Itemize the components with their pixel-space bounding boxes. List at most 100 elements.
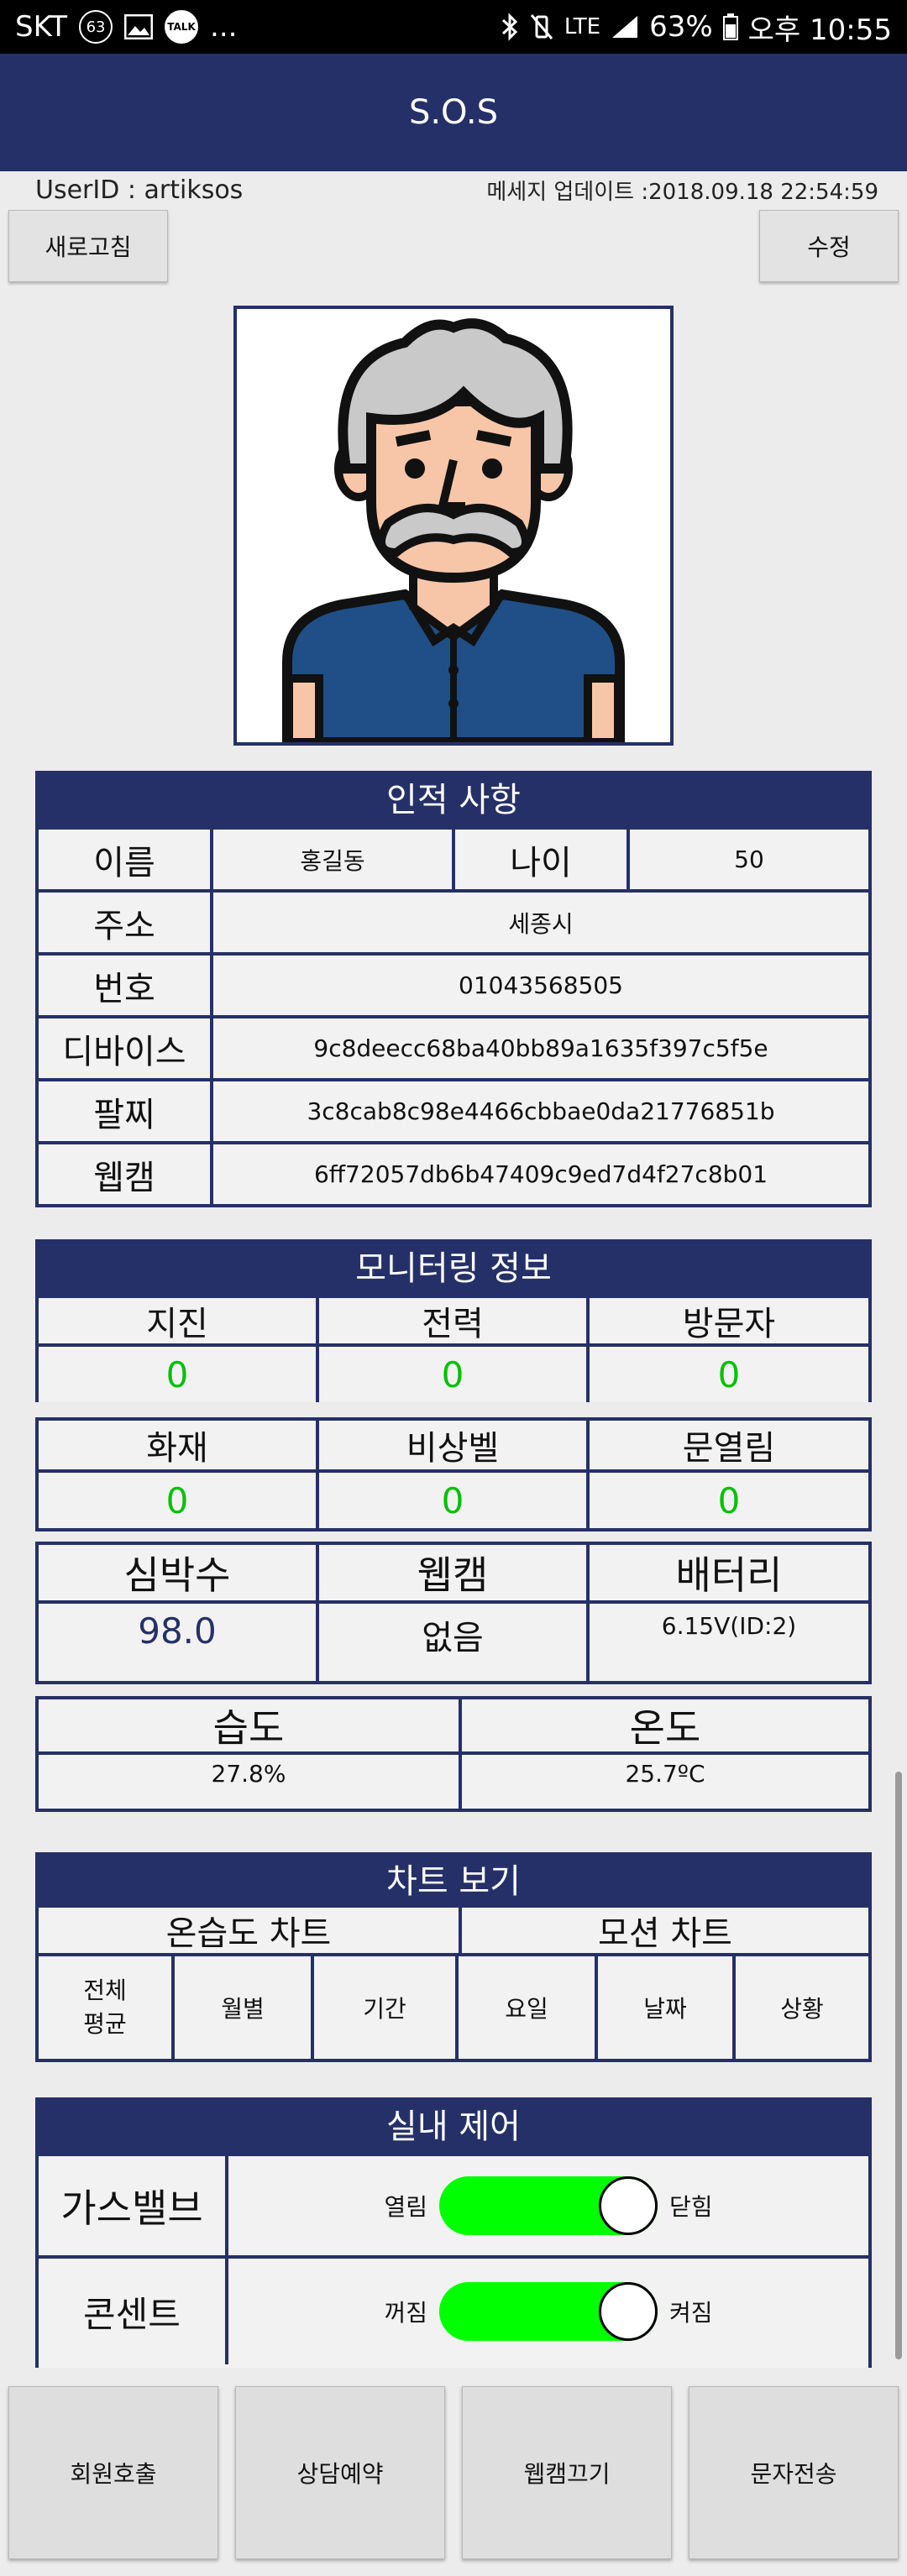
kakaotalk-icon: TALK: [165, 10, 199, 44]
date-button[interactable]: 날짜: [595, 1956, 732, 2059]
toggle-knob: [599, 2176, 658, 2235]
age-label: 나이: [452, 830, 627, 889]
monitoring-table-4: 습도 온도 27.8% 25.7ºC: [35, 1696, 872, 1812]
message-update-time: 메세지 업데이트 :2018.09.18 22:54:59: [486, 179, 878, 205]
outlet-toggle[interactable]: [439, 2282, 658, 2341]
status-left: SKT 63 TALK ...: [15, 10, 237, 44]
outlet-control: 꺼짐 켜짐: [225, 2259, 868, 2364]
row-monitor-labels-3: 심박수 웹캠 배터리: [39, 1545, 868, 1600]
visitor-value: 0: [586, 1347, 868, 1402]
phone-value: 01043568505: [210, 956, 868, 1015]
battery-percent: 63%: [649, 10, 713, 44]
power-value: 0: [316, 1347, 586, 1402]
row-gas-valve: 가스밸브 열림 닫힘: [39, 2153, 868, 2255]
heart-label: 심박수: [39, 1545, 316, 1600]
gas-open-label: 열림: [384, 2193, 427, 2221]
battery-icon: [722, 13, 738, 40]
row-chart-types: 온습도 차트 모션 차트: [39, 1908, 868, 1953]
band-value: 3c8cab8c98e4466cbbae0da21776851b: [210, 1081, 868, 1141]
app-bar: S.O.S: [0, 54, 907, 171]
weekday-button[interactable]: 요일: [455, 1956, 595, 2059]
user-id-label: UserID : artiksos: [35, 175, 244, 205]
bell-value: 0: [316, 1473, 586, 1528]
row-webcam: 웹캠 6ff72057db6b47409c9ed7d4f27c8b01: [39, 1141, 868, 1204]
gas-valve-label: 가스밸브: [39, 2156, 225, 2255]
temp-label: 온도: [459, 1699, 868, 1751]
personal-info-table: 인적 사항 이름 홍길동 나이 50 주소 세종시 번호 01043568505…: [35, 771, 872, 1207]
gas-valve-control: 열림 닫힘: [225, 2156, 868, 2255]
row-outlet: 콘센트 꺼짐 켜짐: [39, 2255, 868, 2364]
phone-label: 번호: [39, 956, 210, 1015]
monitoring-table-3: 심박수 웹캠 배터리 98.0 없음 6.15V(ID:2): [35, 1542, 872, 1684]
door-label: 문열림: [586, 1421, 868, 1469]
power-label: 전력: [316, 1298, 586, 1343]
indoor-control-title: 실내 제어: [39, 2101, 868, 2153]
bluetooth-icon: [501, 13, 518, 41]
row-monitor-values-1: 0 0 0: [39, 1343, 868, 1402]
gas-close-label: 닫힘: [669, 2193, 713, 2221]
monthly-button[interactable]: 월별: [171, 1956, 311, 2059]
row-band: 팔찌 3c8cab8c98e4466cbbae0da21776851b: [39, 1078, 868, 1141]
cam-label: 웹캠: [316, 1545, 586, 1600]
quake-value: 0: [39, 1347, 316, 1402]
row-phone: 번호 01043568505: [39, 952, 868, 1015]
temp-value: 25.7ºC: [459, 1755, 868, 1809]
lte-label: LTE: [564, 14, 601, 39]
member-call-button[interactable]: 회원호출: [8, 2386, 218, 2559]
status-bar: SKT 63 TALK ... LTE 63% 오후 10:55: [0, 0, 907, 54]
name-value: 홍길동: [210, 830, 452, 889]
visitor-label: 방문자: [586, 1298, 868, 1343]
toggle-knob: [599, 2282, 658, 2341]
monitoring-table-2: 화재 비상벨 문열림 0 0 0: [35, 1417, 872, 1531]
temp-humidity-chart-label: 온습도 차트: [39, 1908, 459, 1953]
row-monitor-values-2: 0 0 0: [39, 1469, 868, 1528]
clock: 오후 10:55: [747, 13, 892, 47]
edit-button[interactable]: 수정: [759, 210, 899, 282]
row-chart-buttons: 전체 평균 월별 기간 요일 날짜 상황: [39, 1953, 868, 2059]
more-notifications: ...: [210, 10, 238, 44]
fire-label: 화재: [39, 1421, 316, 1469]
row-monitor-labels-1: 지진 전력 방문자: [39, 1295, 868, 1343]
gas-valve-toggle[interactable]: [439, 2176, 658, 2235]
info-row: UserID : artiksos 메세지 업데이트 :2018.09.18 2…: [0, 171, 907, 208]
scrollbar[interactable]: [895, 1772, 902, 2359]
band-label: 팔찌: [39, 1081, 210, 1141]
quake-label: 지진: [39, 1298, 316, 1343]
humidity-value: 27.8%: [39, 1755, 459, 1809]
battery-value: 6.15V(ID:2): [586, 1604, 868, 1681]
personal-info-title: 인적 사항: [39, 774, 868, 826]
age-value: 50: [627, 830, 868, 889]
vibrate-mute-icon: [530, 14, 553, 39]
outlet-label: 콘센트: [39, 2259, 225, 2364]
period-button[interactable]: 기간: [311, 1956, 455, 2059]
webcam-label: 웹캠: [39, 1144, 210, 1204]
heart-value: 98.0: [39, 1604, 316, 1681]
row-monitor-values-3: 98.0 없음 6.15V(ID:2): [39, 1600, 868, 1681]
monitoring-info-table: 모니터링 정보 지진 전력 방문자 0 0 0: [35, 1239, 872, 1402]
status-right: LTE 63% 오후 10:55: [501, 7, 892, 48]
address-value: 세종시: [210, 893, 868, 952]
chart-view-title: 차트 보기: [39, 1856, 868, 1908]
row-monitor-labels-2: 화재 비상벨 문열림: [39, 1421, 868, 1469]
outlet-on-label: 켜짐: [669, 2299, 713, 2327]
indoor-control-section: 실내 제어 가스밸브 열림 닫힘 콘센트 꺼짐 켜짐: [35, 2097, 872, 2368]
carrier-label: SKT: [15, 10, 68, 44]
elderly-man-avatar-icon: [282, 318, 625, 742]
battery-label: 배터리: [586, 1545, 868, 1600]
cam-value: 없음: [316, 1604, 586, 1681]
status-button[interactable]: 상황: [732, 1956, 868, 2059]
address-label: 주소: [39, 893, 210, 952]
monitoring-info-title: 모니터링 정보: [39, 1243, 868, 1295]
humidity-label: 습도: [39, 1699, 459, 1751]
consult-reservation-button[interactable]: 상담예약: [235, 2386, 445, 2559]
signal-icon: [612, 16, 638, 38]
webcam-off-button[interactable]: 웹캠끄기: [462, 2386, 672, 2559]
gallery-icon: [124, 14, 154, 39]
all-average-button[interactable]: 전체 평균: [39, 1956, 171, 2059]
row-device: 디바이스 9c8deecc68ba40bb89a1635f397c5f5e: [39, 1015, 868, 1078]
send-sms-button[interactable]: 문자전송: [689, 2386, 899, 2559]
row-monitor-values-4: 27.8% 25.7ºC: [39, 1751, 868, 1809]
refresh-button[interactable]: 새로고침: [8, 210, 168, 282]
bottom-action-bar: 회원호출 상담예약 웹캠끄기 문자전송: [0, 2368, 907, 2576]
motion-chart-label: 모션 차트: [459, 1908, 868, 1953]
